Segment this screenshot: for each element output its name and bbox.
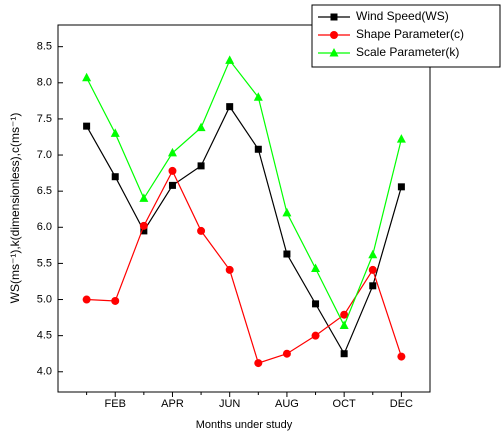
data-point	[82, 72, 92, 82]
legend-marker	[330, 31, 338, 39]
y-tick-label: 5.0	[37, 293, 52, 305]
y-tick-label: 8.0	[37, 77, 52, 89]
y-tick-label: 4.0	[37, 366, 52, 378]
x-tick-label: DEC	[390, 398, 413, 410]
data-point	[339, 320, 349, 330]
y-tick-label: 5.5	[37, 257, 52, 269]
data-point	[254, 359, 263, 368]
data-point	[368, 265, 377, 274]
data-point	[139, 221, 148, 230]
data-point	[226, 103, 234, 111]
data-point	[368, 249, 378, 259]
plot-frame	[57, 24, 431, 393]
data-point	[253, 92, 263, 101]
data-point	[111, 296, 120, 305]
data-point	[282, 207, 292, 217]
data-point	[369, 282, 377, 290]
data-point	[83, 122, 91, 130]
y-tick-label: 7.5	[37, 113, 52, 125]
data-point	[282, 349, 291, 358]
y-tick-label: 4.5	[37, 330, 52, 342]
legend-marker	[330, 13, 338, 21]
data-point	[254, 145, 262, 153]
x-axis-title: Months under study	[196, 419, 293, 431]
data-point	[168, 166, 177, 175]
y-tick-label: 8.5	[37, 41, 52, 53]
data-point	[196, 122, 206, 132]
data-point	[82, 295, 91, 304]
y-tick-label: 6.5	[37, 185, 52, 197]
x-tick-label: OCT	[333, 398, 357, 410]
data-point	[140, 227, 148, 235]
y-tick-label: 6.0	[37, 221, 52, 233]
data-point	[225, 265, 234, 274]
data-point	[111, 173, 119, 181]
legend-label: Shape Parameter(c)	[356, 27, 464, 41]
data-point	[283, 250, 291, 258]
series-line	[86, 59, 402, 327]
series-line	[86, 105, 402, 356]
data-point	[110, 128, 120, 137]
data-point	[311, 331, 320, 340]
data-point	[197, 226, 206, 235]
legend-label: Wind Speed(WS)	[356, 9, 449, 23]
data-point	[139, 193, 149, 202]
data-point	[168, 181, 176, 189]
data-point	[397, 183, 405, 191]
x-tick-label: AUG	[275, 398, 299, 410]
data-point	[340, 350, 348, 358]
x-tick-label: FEB	[105, 398, 126, 410]
data-point	[396, 134, 406, 143]
data-point	[197, 162, 205, 170]
data-point	[397, 352, 406, 361]
x-tick-label: APR	[161, 398, 184, 410]
data-point	[311, 263, 321, 272]
series-line	[86, 169, 402, 364]
data-point	[167, 147, 177, 157]
data-point	[340, 310, 349, 319]
legend-marker	[329, 48, 339, 57]
legend-label: Scale Parameter(k)	[356, 45, 459, 59]
data-point	[312, 300, 320, 308]
y-axis-title: WS(ms⁻¹),k(dimensionless),c(ms⁻¹)	[8, 113, 22, 304]
legend-box	[311, 4, 501, 68]
x-tick-label: JUN	[219, 398, 240, 410]
y-tick-label: 7.0	[37, 149, 52, 161]
data-point	[225, 55, 235, 64]
